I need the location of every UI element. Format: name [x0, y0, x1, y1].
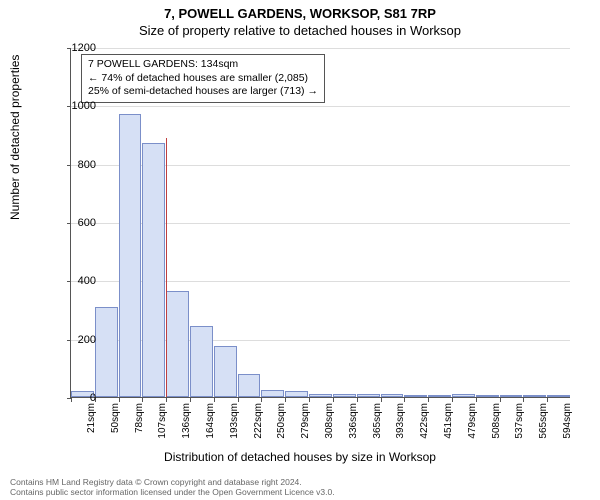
xtick-mark — [166, 398, 167, 402]
xtick-mark — [309, 398, 310, 402]
xtick-label: 78sqm — [134, 403, 145, 453]
histogram-bar — [357, 394, 380, 397]
xtick-label: 537sqm — [514, 403, 525, 453]
xtick-mark — [547, 398, 548, 402]
plot-area: 21sqm50sqm78sqm107sqm136sqm164sqm193sqm2… — [70, 48, 570, 398]
ytick-label: 0 — [56, 392, 96, 404]
xtick-label: 451sqm — [443, 403, 454, 453]
histogram-bar — [404, 395, 427, 397]
histogram-bar — [285, 391, 308, 397]
marker-line — [166, 138, 167, 397]
histogram-bar — [547, 395, 570, 397]
annotation-line2: ← 74% of detached houses are smaller (2,… — [88, 72, 318, 86]
attribution-line2: Contains public sector information licen… — [10, 487, 335, 497]
attribution-text: Contains HM Land Registry data © Crown c… — [10, 477, 335, 497]
xtick-mark — [404, 398, 405, 402]
xtick-label: 594sqm — [562, 403, 573, 453]
histogram-bar — [523, 395, 546, 397]
chart-title-main: 7, POWELL GARDENS, WORKSOP, S81 7RP — [0, 0, 600, 21]
xtick-mark — [357, 398, 358, 402]
xtick-label: 250sqm — [276, 403, 287, 453]
xtick-mark — [142, 398, 143, 402]
xtick-label: 508sqm — [491, 403, 502, 453]
ytick-label: 1000 — [56, 100, 96, 112]
xtick-mark — [238, 398, 239, 402]
xtick-label: 136sqm — [181, 403, 192, 453]
chart-container: 7, POWELL GARDENS, WORKSOP, S81 7RP Size… — [0, 0, 600, 500]
x-axis-label: Distribution of detached houses by size … — [0, 450, 600, 464]
gridline — [71, 106, 570, 107]
xtick-label: 21sqm — [86, 403, 97, 453]
histogram-bar — [95, 307, 118, 397]
histogram-bar — [142, 143, 165, 397]
xtick-label: 565sqm — [538, 403, 549, 453]
annotation-line1: 7 POWELL GARDENS: 134sqm — [88, 58, 318, 72]
histogram-bar — [381, 394, 404, 397]
histogram-bar — [238, 374, 261, 397]
xtick-mark — [333, 398, 334, 402]
y-axis-label: Number of detached properties — [8, 55, 22, 220]
annotation-box: 7 POWELL GARDENS: 134sqm← 74% of detache… — [81, 54, 325, 103]
xtick-mark — [261, 398, 262, 402]
histogram-bar — [452, 394, 475, 398]
chart-title-sub: Size of property relative to detached ho… — [0, 21, 600, 38]
histogram-bar — [476, 395, 499, 397]
xtick-label: 222sqm — [253, 403, 264, 453]
xtick-label: 308sqm — [324, 403, 335, 453]
xtick-mark — [214, 398, 215, 402]
histogram-bar — [119, 114, 142, 397]
xtick-label: 365sqm — [372, 403, 383, 453]
xtick-label: 422sqm — [419, 403, 430, 453]
xtick-mark — [476, 398, 477, 402]
xtick-label: 336sqm — [348, 403, 359, 453]
xtick-label: 393sqm — [395, 403, 406, 453]
ytick-label: 1200 — [56, 42, 96, 54]
xtick-label: 479sqm — [467, 403, 478, 453]
xtick-label: 50sqm — [110, 403, 121, 453]
histogram-bar — [500, 395, 523, 397]
ytick-label: 600 — [56, 217, 96, 229]
xtick-label: 164sqm — [205, 403, 216, 453]
xtick-mark — [190, 398, 191, 402]
ytick-label: 400 — [56, 275, 96, 287]
histogram-bar — [214, 346, 237, 397]
xtick-mark — [119, 398, 120, 402]
histogram-bar — [333, 394, 356, 398]
xtick-mark — [428, 398, 429, 402]
xtick-mark — [452, 398, 453, 402]
histogram-bar — [309, 394, 332, 397]
annotation-line3: 25% of semi-detached houses are larger (… — [88, 85, 318, 99]
histogram-bar — [166, 291, 189, 397]
xtick-label: 279sqm — [300, 403, 311, 453]
xtick-mark — [500, 398, 501, 402]
histogram-bar — [261, 390, 284, 397]
ytick-label: 800 — [56, 159, 96, 171]
ytick-label: 200 — [56, 334, 96, 346]
xtick-mark — [285, 398, 286, 402]
xtick-label: 107sqm — [157, 403, 168, 453]
gridline — [71, 48, 570, 49]
attribution-line1: Contains HM Land Registry data © Crown c… — [10, 477, 335, 487]
xtick-mark — [523, 398, 524, 402]
histogram-bar — [428, 395, 451, 397]
xtick-mark — [381, 398, 382, 402]
xtick-label: 193sqm — [229, 403, 240, 453]
histogram-bar — [190, 326, 213, 397]
